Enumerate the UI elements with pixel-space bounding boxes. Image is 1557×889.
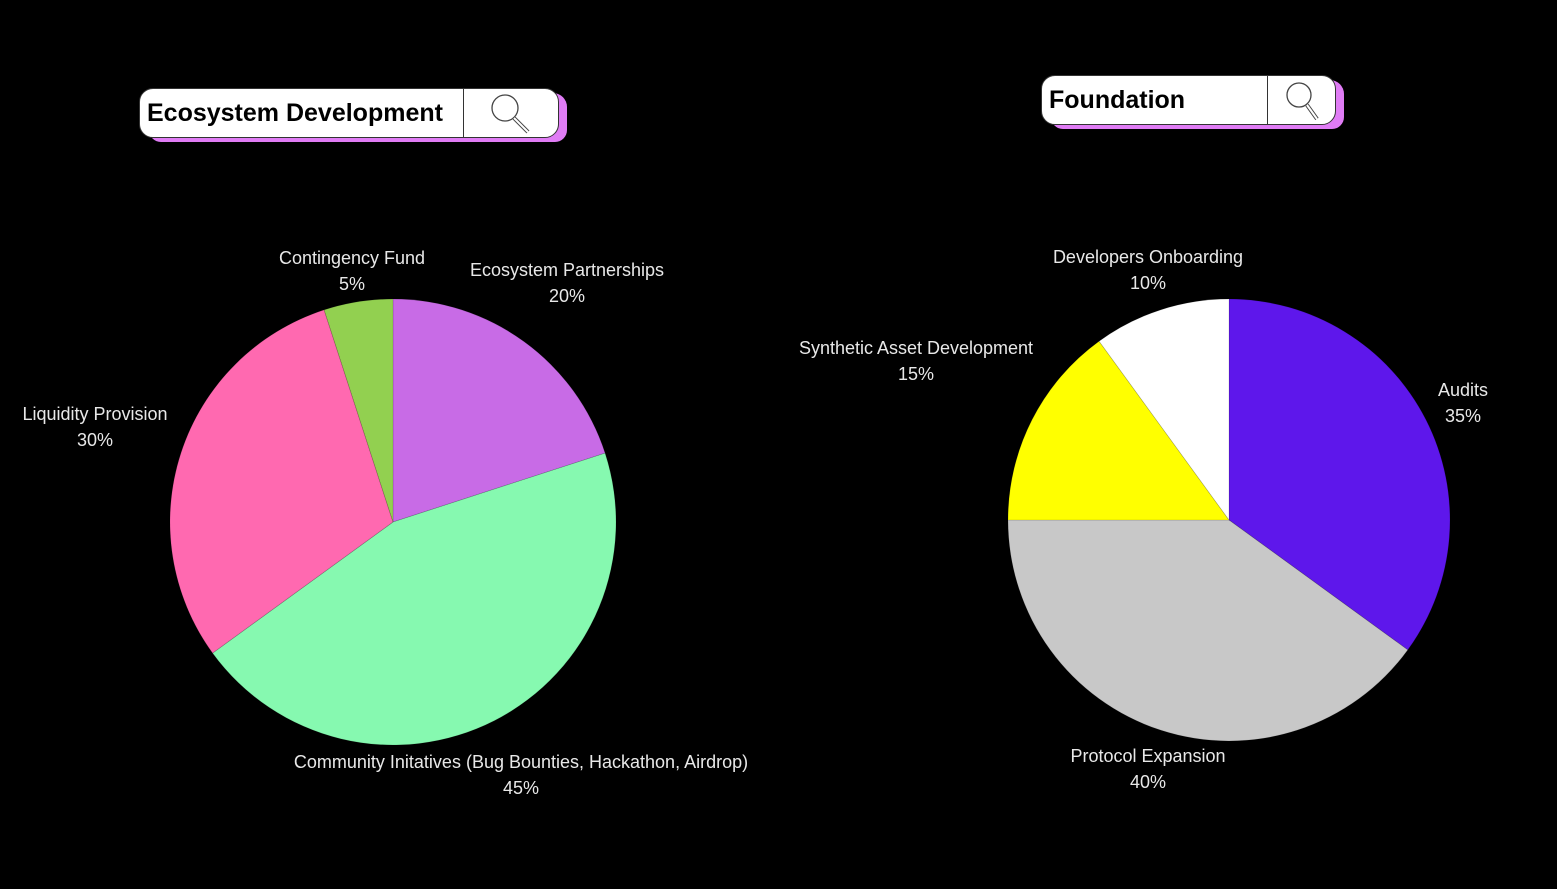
slice-value-label: 35% xyxy=(1445,406,1481,426)
search-button[interactable] xyxy=(1267,76,1335,124)
slice-value-label: 5% xyxy=(339,274,365,294)
pie-slice xyxy=(1228,298,1451,651)
slice-value-label: 45% xyxy=(503,778,539,798)
slice-label: Synthetic Asset Development xyxy=(799,338,1033,358)
slice-value-label: 20% xyxy=(549,286,585,306)
slice-value-label: 10% xyxy=(1130,273,1166,293)
search-button[interactable] xyxy=(463,89,558,137)
pie-slice xyxy=(212,452,617,746)
slice-value-label: 40% xyxy=(1130,772,1166,792)
slice-label: Contingency Fund xyxy=(279,248,425,268)
slice-value-label: 15% xyxy=(898,364,934,384)
slice-label: Protocol Expansion xyxy=(1070,746,1225,766)
slice-label: Ecosystem Partnerships xyxy=(470,260,664,280)
slice-label: Community Initatives (Bug Bounties, Hack… xyxy=(294,752,748,772)
chart-title-foundation: Foundation xyxy=(1049,85,1186,114)
pie-slice xyxy=(323,298,394,523)
pie-slice xyxy=(169,309,394,654)
slice-value-label: 30% xyxy=(77,430,113,450)
pie-slice xyxy=(1007,519,1409,742)
pie-slice xyxy=(1098,298,1230,522)
slice-label: Liquidity Provision xyxy=(22,404,167,424)
slice-label: Audits xyxy=(1438,380,1488,400)
magnifier-icon xyxy=(1285,82,1319,121)
search-box-ecosystem[interactable]: Ecosystem Development xyxy=(139,88,567,142)
search-box-foundation[interactable]: Foundation xyxy=(1041,75,1344,129)
pie-1 xyxy=(1007,298,1451,742)
slice-label: Developers Onboarding xyxy=(1053,247,1243,267)
pie-0 xyxy=(169,298,617,746)
chart-title-ecosystem: Ecosystem Development xyxy=(147,98,443,127)
magnifier-icon xyxy=(491,94,530,134)
pie-slice xyxy=(1007,340,1230,521)
pie-slice xyxy=(392,298,606,523)
